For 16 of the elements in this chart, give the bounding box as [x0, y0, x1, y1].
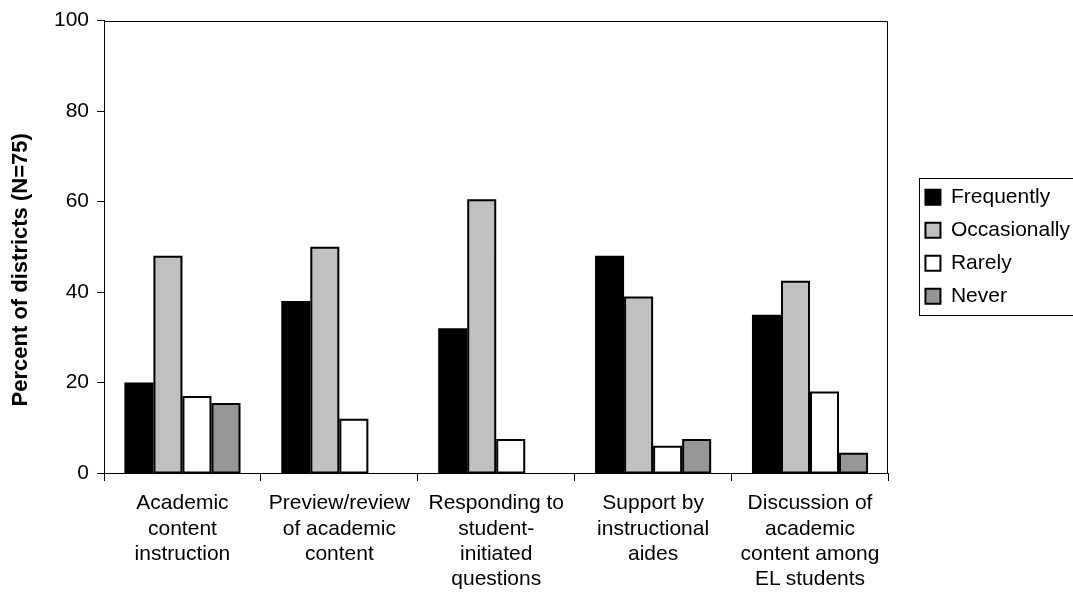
- y-axis-title: Percent of districts (N=75): [7, 133, 33, 407]
- legend-label: Occasionally: [950, 217, 1071, 241]
- y-tick-label: 40: [65, 278, 89, 302]
- legend-label: Frequently: [950, 184, 1051, 208]
- y-tick-label: 100: [53, 7, 89, 31]
- x-tick-label: Academic content instruction: [134, 490, 231, 564]
- x-tick-label: Support by instructional aides: [597, 490, 710, 564]
- y-tick-label: 0: [77, 459, 89, 483]
- x-tick-label: Preview/review of academic content: [268, 490, 411, 564]
- x-tick-label: Responding to student-initiated questions: [428, 490, 564, 589]
- y-tick-label: 20: [65, 369, 89, 393]
- x-tick-label: Discussion of academic content among EL students: [740, 490, 880, 589]
- y-tick-label: 60: [65, 188, 89, 212]
- y-tick-label: 80: [65, 97, 89, 121]
- legend-label: Never: [950, 283, 1007, 307]
- legend-label: Rarely: [950, 250, 1013, 274]
